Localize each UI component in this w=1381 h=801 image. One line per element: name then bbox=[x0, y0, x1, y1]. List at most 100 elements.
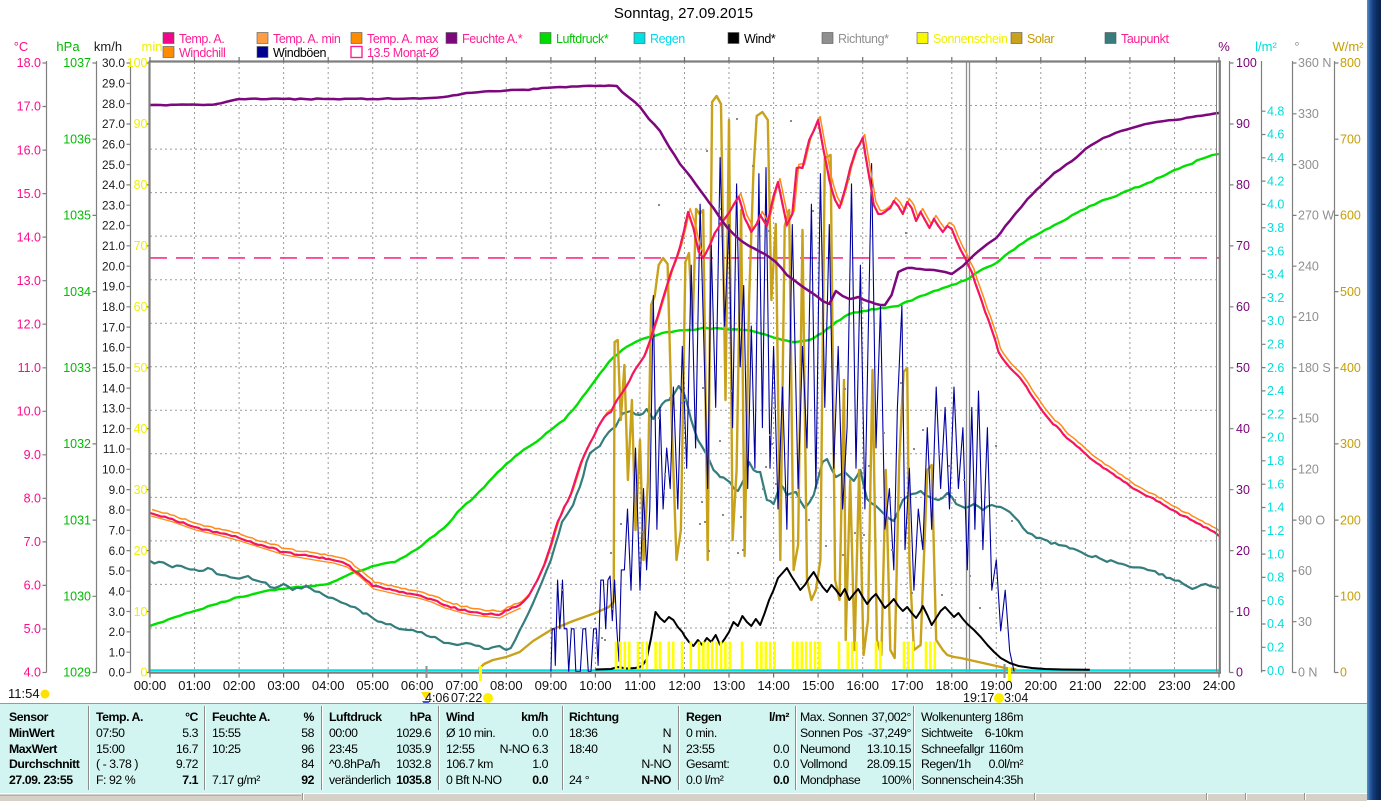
svg-text:16.0: 16.0 bbox=[102, 341, 125, 355]
svg-text:0 N: 0 N bbox=[1298, 666, 1317, 680]
svg-text:27.0: 27.0 bbox=[102, 117, 125, 131]
svg-text:30: 30 bbox=[1298, 615, 1312, 629]
svg-text:1037: 1037 bbox=[63, 56, 91, 70]
svg-text:600: 600 bbox=[1340, 209, 1361, 223]
svg-text:3.4: 3.4 bbox=[1267, 268, 1284, 282]
svg-text:20: 20 bbox=[1236, 544, 1250, 558]
svg-text:1033: 1033 bbox=[63, 361, 91, 375]
svg-text:15:00: 15:00 bbox=[802, 678, 835, 693]
svg-text:0: 0 bbox=[1340, 666, 1347, 680]
svg-text:19:17: 19:17 bbox=[963, 691, 994, 705]
svg-text:300: 300 bbox=[1340, 437, 1361, 451]
svg-text:70: 70 bbox=[134, 239, 148, 253]
svg-text:15.0: 15.0 bbox=[17, 187, 41, 201]
svg-text:Regen: Regen bbox=[650, 32, 685, 46]
svg-text:24.0: 24.0 bbox=[102, 178, 125, 192]
svg-text:2.0: 2.0 bbox=[109, 625, 126, 639]
svg-text:hPa: hPa bbox=[56, 39, 80, 54]
svg-text:03:00: 03:00 bbox=[267, 678, 300, 693]
svg-text:Windböen: Windböen bbox=[273, 46, 327, 60]
svg-text:1031: 1031 bbox=[63, 513, 91, 527]
svg-text:14.0: 14.0 bbox=[17, 230, 41, 244]
svg-text:28.0: 28.0 bbox=[102, 97, 125, 111]
svg-text:30.0: 30.0 bbox=[102, 56, 125, 70]
svg-text:23:00: 23:00 bbox=[1158, 678, 1191, 693]
svg-text:330: 330 bbox=[1298, 107, 1319, 121]
svg-text:4.0: 4.0 bbox=[1267, 198, 1284, 212]
svg-text:19:00: 19:00 bbox=[980, 678, 1013, 693]
svg-text:0.8: 0.8 bbox=[1267, 571, 1284, 585]
svg-text:3.0: 3.0 bbox=[1267, 314, 1284, 328]
svg-text:0.0: 0.0 bbox=[109, 666, 126, 680]
svg-text:min: min bbox=[142, 39, 163, 54]
svg-text:0: 0 bbox=[141, 666, 148, 680]
svg-text:11.0: 11.0 bbox=[103, 442, 126, 456]
svg-text:00:00: 00:00 bbox=[134, 678, 167, 693]
svg-text:9.0: 9.0 bbox=[109, 483, 126, 497]
svg-text:6.0: 6.0 bbox=[24, 579, 41, 593]
svg-text:08:00: 08:00 bbox=[490, 678, 523, 693]
svg-text:6.0: 6.0 bbox=[109, 544, 126, 558]
svg-text:29.0: 29.0 bbox=[102, 77, 125, 91]
svg-text:1.4: 1.4 bbox=[1267, 501, 1284, 515]
svg-text:0: 0 bbox=[1236, 666, 1243, 680]
svg-text:30: 30 bbox=[1236, 483, 1250, 497]
svg-text:Richtung*: Richtung* bbox=[838, 32, 889, 46]
svg-text:50: 50 bbox=[1236, 361, 1250, 375]
svg-text:180 S: 180 S bbox=[1298, 361, 1331, 375]
svg-text:90: 90 bbox=[1236, 117, 1250, 131]
svg-text:0.0: 0.0 bbox=[1267, 664, 1284, 678]
svg-text:12.0: 12.0 bbox=[17, 317, 41, 331]
svg-text:150: 150 bbox=[1298, 412, 1319, 426]
svg-text:800: 800 bbox=[1340, 56, 1361, 70]
svg-text:30: 30 bbox=[134, 483, 148, 497]
svg-text:16:00: 16:00 bbox=[846, 678, 879, 693]
svg-text:100: 100 bbox=[1236, 56, 1257, 70]
svg-text:Wind*: Wind* bbox=[744, 32, 776, 46]
svg-text:11:00: 11:00 bbox=[624, 678, 656, 693]
svg-text:22:00: 22:00 bbox=[1114, 678, 1147, 693]
svg-text:Temp. A. min: Temp. A. min bbox=[273, 32, 341, 46]
svg-text:60: 60 bbox=[1236, 300, 1250, 314]
svg-text:10:00: 10:00 bbox=[579, 678, 612, 693]
svg-text:07:00: 07:00 bbox=[446, 678, 479, 693]
svg-text:210: 210 bbox=[1298, 310, 1319, 324]
svg-text:17.0: 17.0 bbox=[102, 320, 125, 334]
svg-text:2.2: 2.2 bbox=[1267, 407, 1284, 421]
svg-text:4.6: 4.6 bbox=[1267, 128, 1284, 142]
svg-text:80: 80 bbox=[134, 178, 148, 192]
svg-text:20.0: 20.0 bbox=[102, 259, 125, 273]
svg-text:14.0: 14.0 bbox=[102, 381, 125, 395]
svg-text:07:22: 07:22 bbox=[451, 691, 482, 705]
svg-text:10: 10 bbox=[1236, 605, 1250, 619]
svg-text:10: 10 bbox=[134, 605, 148, 619]
svg-text:500: 500 bbox=[1340, 285, 1361, 299]
svg-text:25.0: 25.0 bbox=[102, 158, 125, 172]
svg-text:13.0: 13.0 bbox=[17, 274, 41, 288]
svg-text:1032: 1032 bbox=[63, 437, 91, 451]
svg-text:Temp. A.: Temp. A. bbox=[179, 32, 224, 46]
svg-text:%: % bbox=[1218, 39, 1230, 54]
svg-text:3.8: 3.8 bbox=[1267, 221, 1284, 235]
svg-text:120: 120 bbox=[1298, 463, 1319, 477]
svg-text:16.0: 16.0 bbox=[17, 143, 41, 157]
svg-text:14:00: 14:00 bbox=[757, 678, 790, 693]
svg-text:15.0: 15.0 bbox=[102, 361, 125, 375]
svg-text:60: 60 bbox=[134, 300, 148, 314]
svg-text:09:00: 09:00 bbox=[535, 678, 568, 693]
svg-text:°C: °C bbox=[14, 39, 29, 54]
svg-text:1035: 1035 bbox=[63, 209, 91, 223]
svg-text:40: 40 bbox=[134, 422, 148, 436]
svg-text:W/m²: W/m² bbox=[1332, 39, 1364, 54]
svg-text:Taupunkt: Taupunkt bbox=[1121, 32, 1169, 46]
svg-text:04:00: 04:00 bbox=[312, 678, 345, 693]
svg-text:20: 20 bbox=[134, 544, 148, 558]
svg-text:23.0: 23.0 bbox=[102, 198, 125, 212]
svg-text:0.2: 0.2 bbox=[1267, 641, 1284, 655]
svg-text:13:00: 13:00 bbox=[713, 678, 746, 693]
svg-text:Windchill: Windchill bbox=[179, 46, 225, 60]
svg-text:13.5 Monat-Ø: 13.5 Monat-Ø bbox=[367, 46, 439, 60]
svg-text:100: 100 bbox=[127, 56, 148, 70]
svg-text:270 W: 270 W bbox=[1298, 209, 1334, 223]
svg-text:2.0: 2.0 bbox=[1267, 431, 1284, 445]
